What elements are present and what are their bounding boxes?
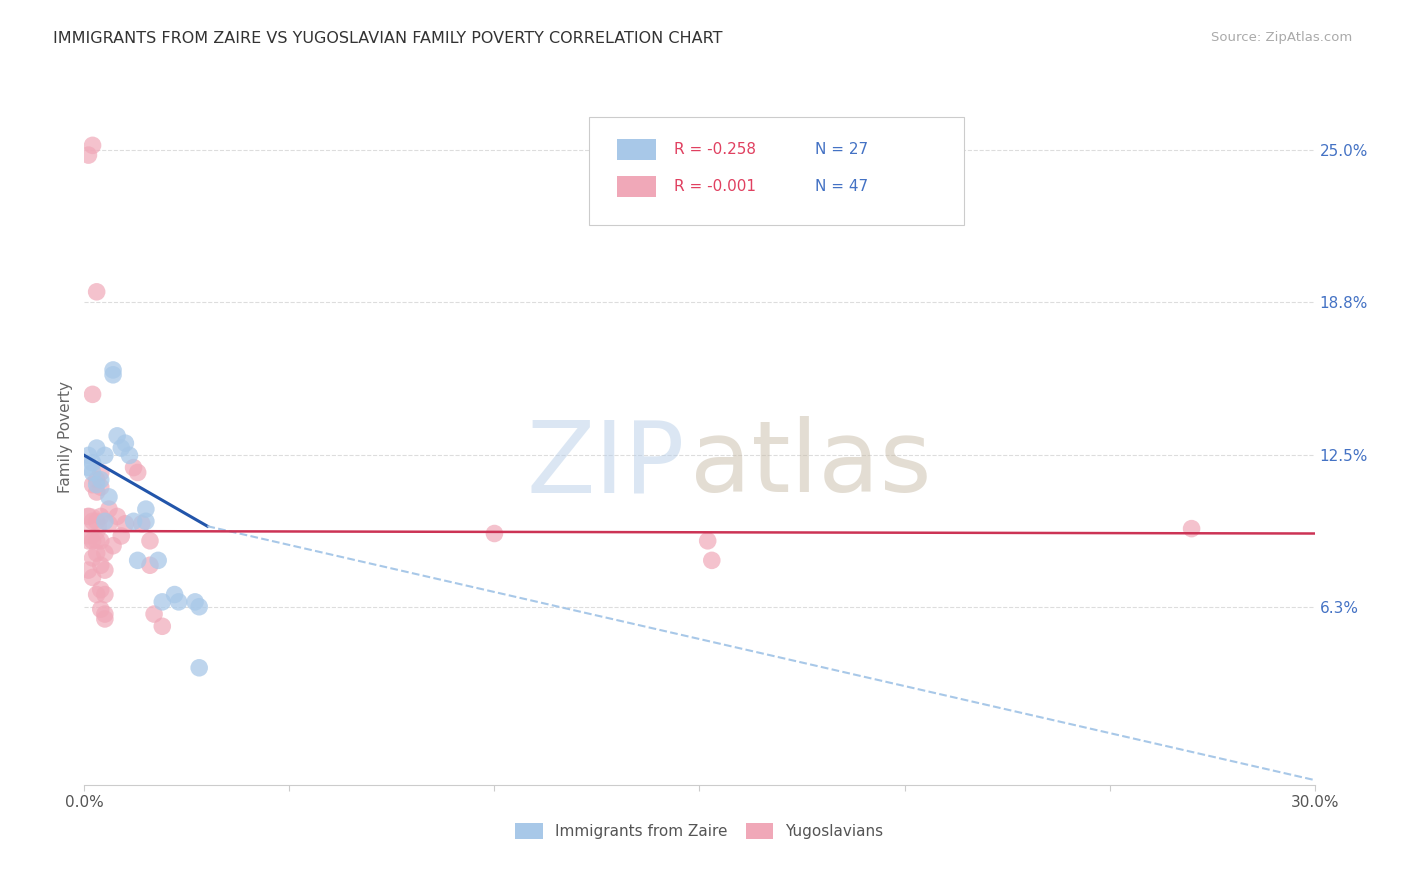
Point bbox=[82, 138, 104, 153]
Point bbox=[94, 607, 117, 621]
Point bbox=[90, 480, 112, 494]
Point bbox=[90, 466, 112, 480]
Point bbox=[188, 599, 211, 614]
Point bbox=[90, 558, 112, 573]
Point bbox=[131, 516, 153, 531]
Point bbox=[118, 449, 141, 463]
Point bbox=[94, 563, 117, 577]
Point bbox=[114, 516, 136, 531]
Point bbox=[86, 514, 108, 528]
Point bbox=[77, 563, 100, 577]
Point bbox=[82, 550, 104, 565]
Point bbox=[110, 441, 132, 455]
Text: IMMIGRANTS FROM ZAIRE VS YUGOSLAVIAN FAMILY POVERTY CORRELATION CHART: IMMIGRANTS FROM ZAIRE VS YUGOSLAVIAN FAM… bbox=[53, 31, 723, 46]
Point bbox=[94, 546, 117, 560]
Point bbox=[77, 449, 100, 463]
Point bbox=[150, 619, 173, 633]
Point bbox=[484, 526, 506, 541]
Point bbox=[1181, 522, 1204, 536]
Text: ZIP: ZIP bbox=[526, 417, 685, 514]
Point bbox=[188, 661, 211, 675]
Point bbox=[77, 519, 100, 533]
Point bbox=[98, 516, 120, 531]
Point bbox=[90, 533, 112, 548]
Point bbox=[127, 553, 149, 567]
Point bbox=[105, 429, 128, 443]
Point bbox=[82, 466, 104, 480]
FancyBboxPatch shape bbox=[589, 117, 965, 225]
Point bbox=[105, 509, 128, 524]
Point bbox=[90, 582, 112, 597]
Point bbox=[86, 546, 108, 560]
Point bbox=[77, 460, 100, 475]
Point bbox=[148, 553, 170, 567]
Point bbox=[82, 570, 104, 584]
Point bbox=[98, 502, 120, 516]
Point bbox=[101, 368, 124, 382]
Point bbox=[127, 466, 149, 480]
Point bbox=[139, 533, 162, 548]
Text: Source: ZipAtlas.com: Source: ZipAtlas.com bbox=[1212, 31, 1353, 45]
Text: N = 27: N = 27 bbox=[815, 142, 869, 157]
Text: R = -0.258: R = -0.258 bbox=[673, 142, 755, 157]
Point bbox=[122, 514, 145, 528]
Point bbox=[94, 612, 117, 626]
Point bbox=[82, 456, 104, 470]
Point bbox=[700, 553, 723, 567]
Point bbox=[86, 477, 108, 491]
Point bbox=[86, 588, 108, 602]
Point bbox=[94, 514, 117, 528]
Legend: Immigrants from Zaire, Yugoslavians: Immigrants from Zaire, Yugoslavians bbox=[508, 815, 891, 847]
Point bbox=[86, 473, 108, 487]
Point bbox=[77, 509, 100, 524]
Point bbox=[122, 460, 145, 475]
Point bbox=[143, 607, 166, 621]
Point bbox=[139, 558, 162, 573]
FancyBboxPatch shape bbox=[617, 177, 657, 197]
Point bbox=[167, 595, 190, 609]
Y-axis label: Family Poverty: Family Poverty bbox=[58, 381, 73, 493]
Point bbox=[150, 595, 173, 609]
Point bbox=[77, 533, 100, 548]
Point bbox=[184, 595, 207, 609]
Point bbox=[101, 539, 124, 553]
Point bbox=[696, 533, 718, 548]
Point bbox=[94, 588, 117, 602]
Point bbox=[86, 285, 108, 299]
Point bbox=[110, 529, 132, 543]
Point bbox=[82, 477, 104, 491]
Point bbox=[86, 485, 108, 500]
Point bbox=[98, 490, 120, 504]
Point bbox=[77, 148, 100, 162]
Point bbox=[90, 473, 112, 487]
Point bbox=[82, 514, 104, 528]
Text: N = 47: N = 47 bbox=[815, 179, 869, 194]
Text: R = -0.001: R = -0.001 bbox=[673, 179, 755, 194]
Point bbox=[86, 533, 108, 548]
Point bbox=[90, 602, 112, 616]
Point bbox=[135, 514, 157, 528]
Point bbox=[82, 533, 104, 548]
Point bbox=[86, 441, 108, 455]
FancyBboxPatch shape bbox=[617, 139, 657, 161]
Point bbox=[82, 387, 104, 401]
Point bbox=[114, 436, 136, 450]
Point bbox=[135, 502, 157, 516]
Point bbox=[90, 509, 112, 524]
Point bbox=[163, 588, 186, 602]
Point bbox=[94, 449, 117, 463]
Text: atlas: atlas bbox=[690, 417, 931, 514]
Point bbox=[101, 363, 124, 377]
